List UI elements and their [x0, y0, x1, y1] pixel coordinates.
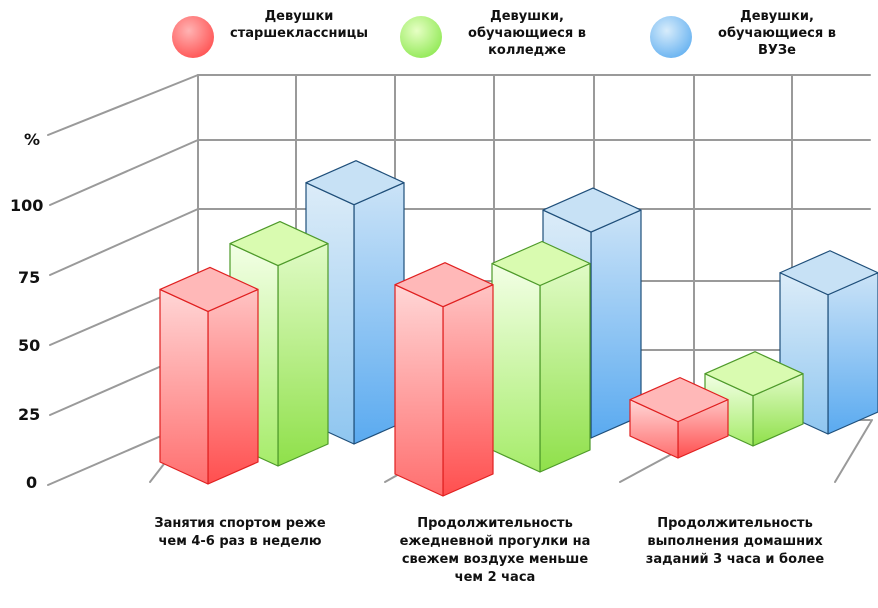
bar-2-series-2 — [491, 240, 591, 473]
bar-top-face — [305, 160, 405, 206]
y-tick-25: 25 — [18, 405, 40, 424]
floor-line-3 — [834, 419, 873, 483]
bar-front-face — [394, 284, 444, 497]
bar-side-face — [207, 288, 259, 485]
grid-line-diag-2 — [49, 208, 199, 276]
bar-3-series-1 — [629, 377, 729, 459]
legend-label: Девушки, обучающиеся в колледже — [468, 9, 586, 58]
grid-line-diag-1 — [49, 139, 199, 206]
legend: Девушки старшеклассницы Девушки, обучающ… — [0, 8, 878, 78]
bar-side-face — [442, 284, 494, 497]
bar-top-face — [394, 262, 494, 308]
bar-2-series-1 — [394, 262, 494, 497]
y-tick-75: 75 — [18, 268, 40, 287]
y-tick-100: 100 — [10, 196, 43, 215]
bar-top-face — [491, 240, 591, 287]
legend-swatch-blue — [650, 16, 692, 58]
bar-side-face — [277, 243, 329, 467]
bar-front-face — [159, 288, 209, 485]
legend-label: Девушки, обучающиеся в ВУЗе — [718, 9, 836, 58]
bar-side-face — [539, 262, 591, 473]
bar-top-face — [229, 221, 329, 267]
bar-top-face — [629, 377, 729, 423]
bar-side-face — [827, 272, 878, 435]
y-tick-0: 0 — [26, 473, 37, 492]
legend-item-series-1: Девушки старшеклассницы — [172, 8, 374, 58]
legend-label: Девушки старшеклассницы — [230, 9, 368, 41]
grid-line-diag-0 — [47, 74, 199, 136]
category-label-1: Занятия спортом реже чем 4-6 раз в недел… — [154, 516, 326, 549]
bar-front-face — [491, 262, 541, 473]
bar-3-series-3 — [779, 250, 878, 435]
legend-swatch-red — [172, 16, 214, 58]
category-label-3: Продолжительность выполнения домашних за… — [645, 516, 825, 567]
legend-swatch-green — [400, 16, 442, 58]
legend-item-series-3: Девушки, обучающиеся в ВУЗе — [650, 8, 852, 59]
bar-top-face — [779, 250, 878, 296]
category-label-2: Продолжительность ежедневной прогулки на… — [399, 516, 591, 585]
y-axis-label: % — [24, 130, 40, 149]
legend-item-series-2: Девушки, обучающиеся в колледже — [400, 8, 602, 59]
y-tick-50: 50 — [18, 336, 40, 355]
bar-top-face — [542, 187, 642, 233]
y-axis-ticks: % 0 25 50 75 100 — [10, 130, 43, 492]
bar-top-face — [159, 266, 259, 312]
bar-1-series-1 — [159, 266, 259, 485]
bars — [159, 160, 878, 497]
bar-top-face — [704, 351, 804, 397]
